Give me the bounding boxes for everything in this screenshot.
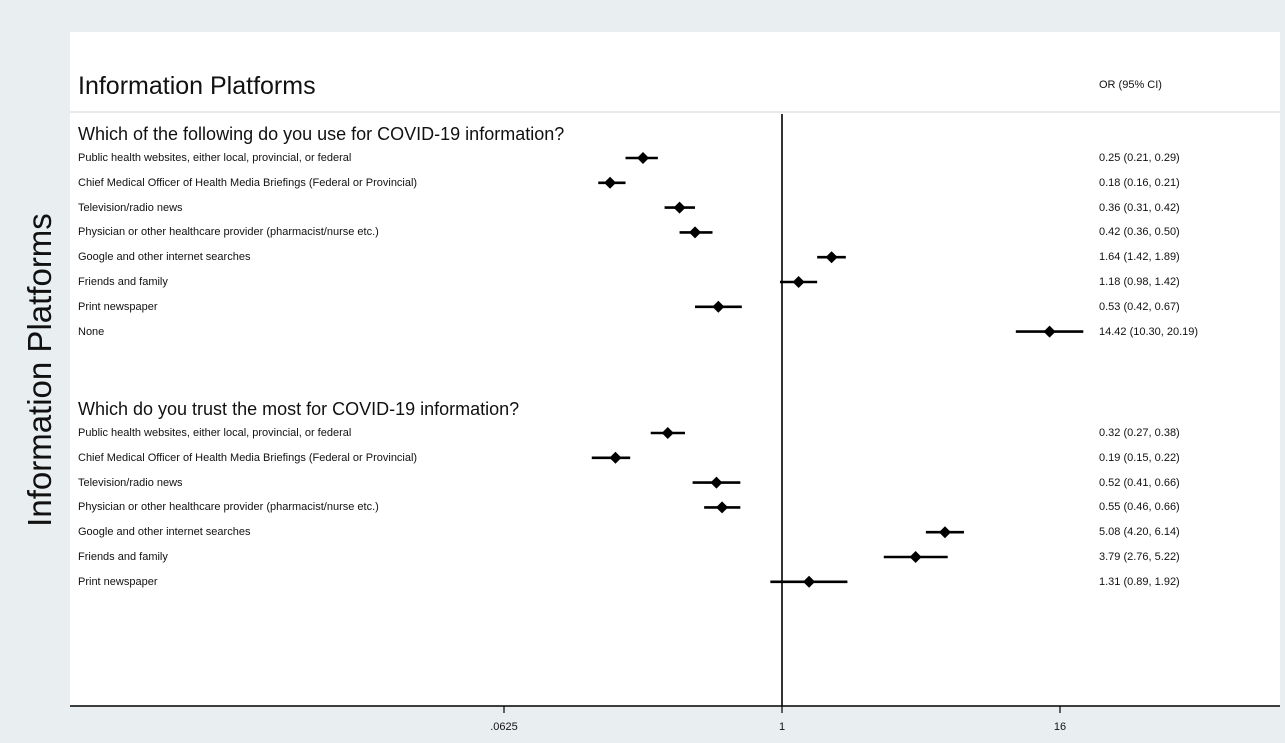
- point-estimate-marker: [1043, 325, 1056, 338]
- row-label: Public health websites, either local, pr…: [78, 152, 352, 164]
- point-estimate-marker: [716, 501, 729, 514]
- row-ci-value: 1.18 (0.98, 1.42): [1099, 276, 1180, 288]
- row-ci-value: 0.36 (0.31, 0.42): [1099, 201, 1180, 214]
- row-label: Physician or other healthcare provider (…: [78, 226, 379, 239]
- point-estimate-marker: [689, 226, 702, 239]
- point-estimate-marker: [710, 476, 723, 489]
- x-tick-label-2: 16: [1054, 721, 1066, 733]
- point-estimate-marker: [661, 427, 674, 439]
- ci-column-header: OR (95% CI): [1099, 79, 1162, 91]
- row-ci-value: 1.64 (1.42, 1.89): [1099, 251, 1180, 264]
- point-estimate-marker: [712, 300, 725, 313]
- row-label: Television/radio news: [78, 476, 183, 489]
- row-label: Physician or other healthcare provider (…: [78, 501, 379, 514]
- x-tick-label-0: .0625: [490, 721, 518, 733]
- row-ci-value: 0.19 (0.15, 0.22): [1099, 451, 1180, 464]
- row-label: Print newspaper: [78, 300, 158, 313]
- point-estimate-marker: [938, 526, 951, 539]
- row-label: Google and other internet searches: [78, 251, 251, 264]
- section-heading-use: Which of the following do you use for CO…: [78, 124, 565, 144]
- row-ci-value: 0.25 (0.21, 0.29): [1099, 152, 1180, 164]
- row-ci-value: 1.31 (0.89, 1.92): [1099, 575, 1180, 588]
- plot-panel: [70, 32, 1280, 706]
- point-estimate-marker: [909, 551, 922, 563]
- row-label: Print newspaper: [78, 575, 158, 588]
- row-ci-value: 0.52 (0.41, 0.66): [1099, 476, 1180, 489]
- point-estimate-marker: [637, 152, 649, 164]
- row-label: Chief Medical Officer of Health Media Br…: [78, 451, 418, 464]
- row-ci-value: 0.55 (0.46, 0.66): [1099, 501, 1180, 514]
- point-estimate-marker: [673, 201, 686, 214]
- row-label: Friends and family: [78, 276, 168, 288]
- row-ci-value: 0.42 (0.36, 0.50): [1099, 226, 1180, 239]
- point-estimate-marker: [803, 575, 816, 588]
- x-tick-label-1: 1: [779, 721, 785, 733]
- point-estimate-marker: [609, 451, 622, 464]
- row-ci-value: 0.32 (0.27, 0.38): [1099, 427, 1180, 439]
- point-estimate-marker: [792, 276, 805, 288]
- row-label: Public health websites, either local, pr…: [78, 427, 352, 439]
- row-ci-value: 0.18 (0.16, 0.21): [1099, 176, 1180, 189]
- row-ci-value: 0.53 (0.42, 0.67): [1099, 300, 1180, 313]
- point-estimate-marker: [825, 251, 838, 264]
- row-label: Friends and family: [78, 551, 168, 563]
- row-ci-value: 5.08 (4.20, 6.14): [1099, 526, 1180, 539]
- row-label: None: [78, 325, 105, 338]
- row-ci-value: 14.42 (10.30, 20.19): [1099, 325, 1199, 338]
- chart-title: Information Platforms: [78, 72, 316, 100]
- row-ci-value: 3.79 (2.76, 5.22): [1099, 551, 1180, 563]
- row-label: Chief Medical Officer of Health Media Br…: [78, 176, 418, 189]
- section-heading-trust: Which do you trust the most for COVID-19…: [78, 399, 520, 419]
- point-estimate-marker: [604, 176, 617, 189]
- row-label: Google and other internet searches: [78, 526, 251, 539]
- row-label: Television/radio news: [78, 201, 183, 214]
